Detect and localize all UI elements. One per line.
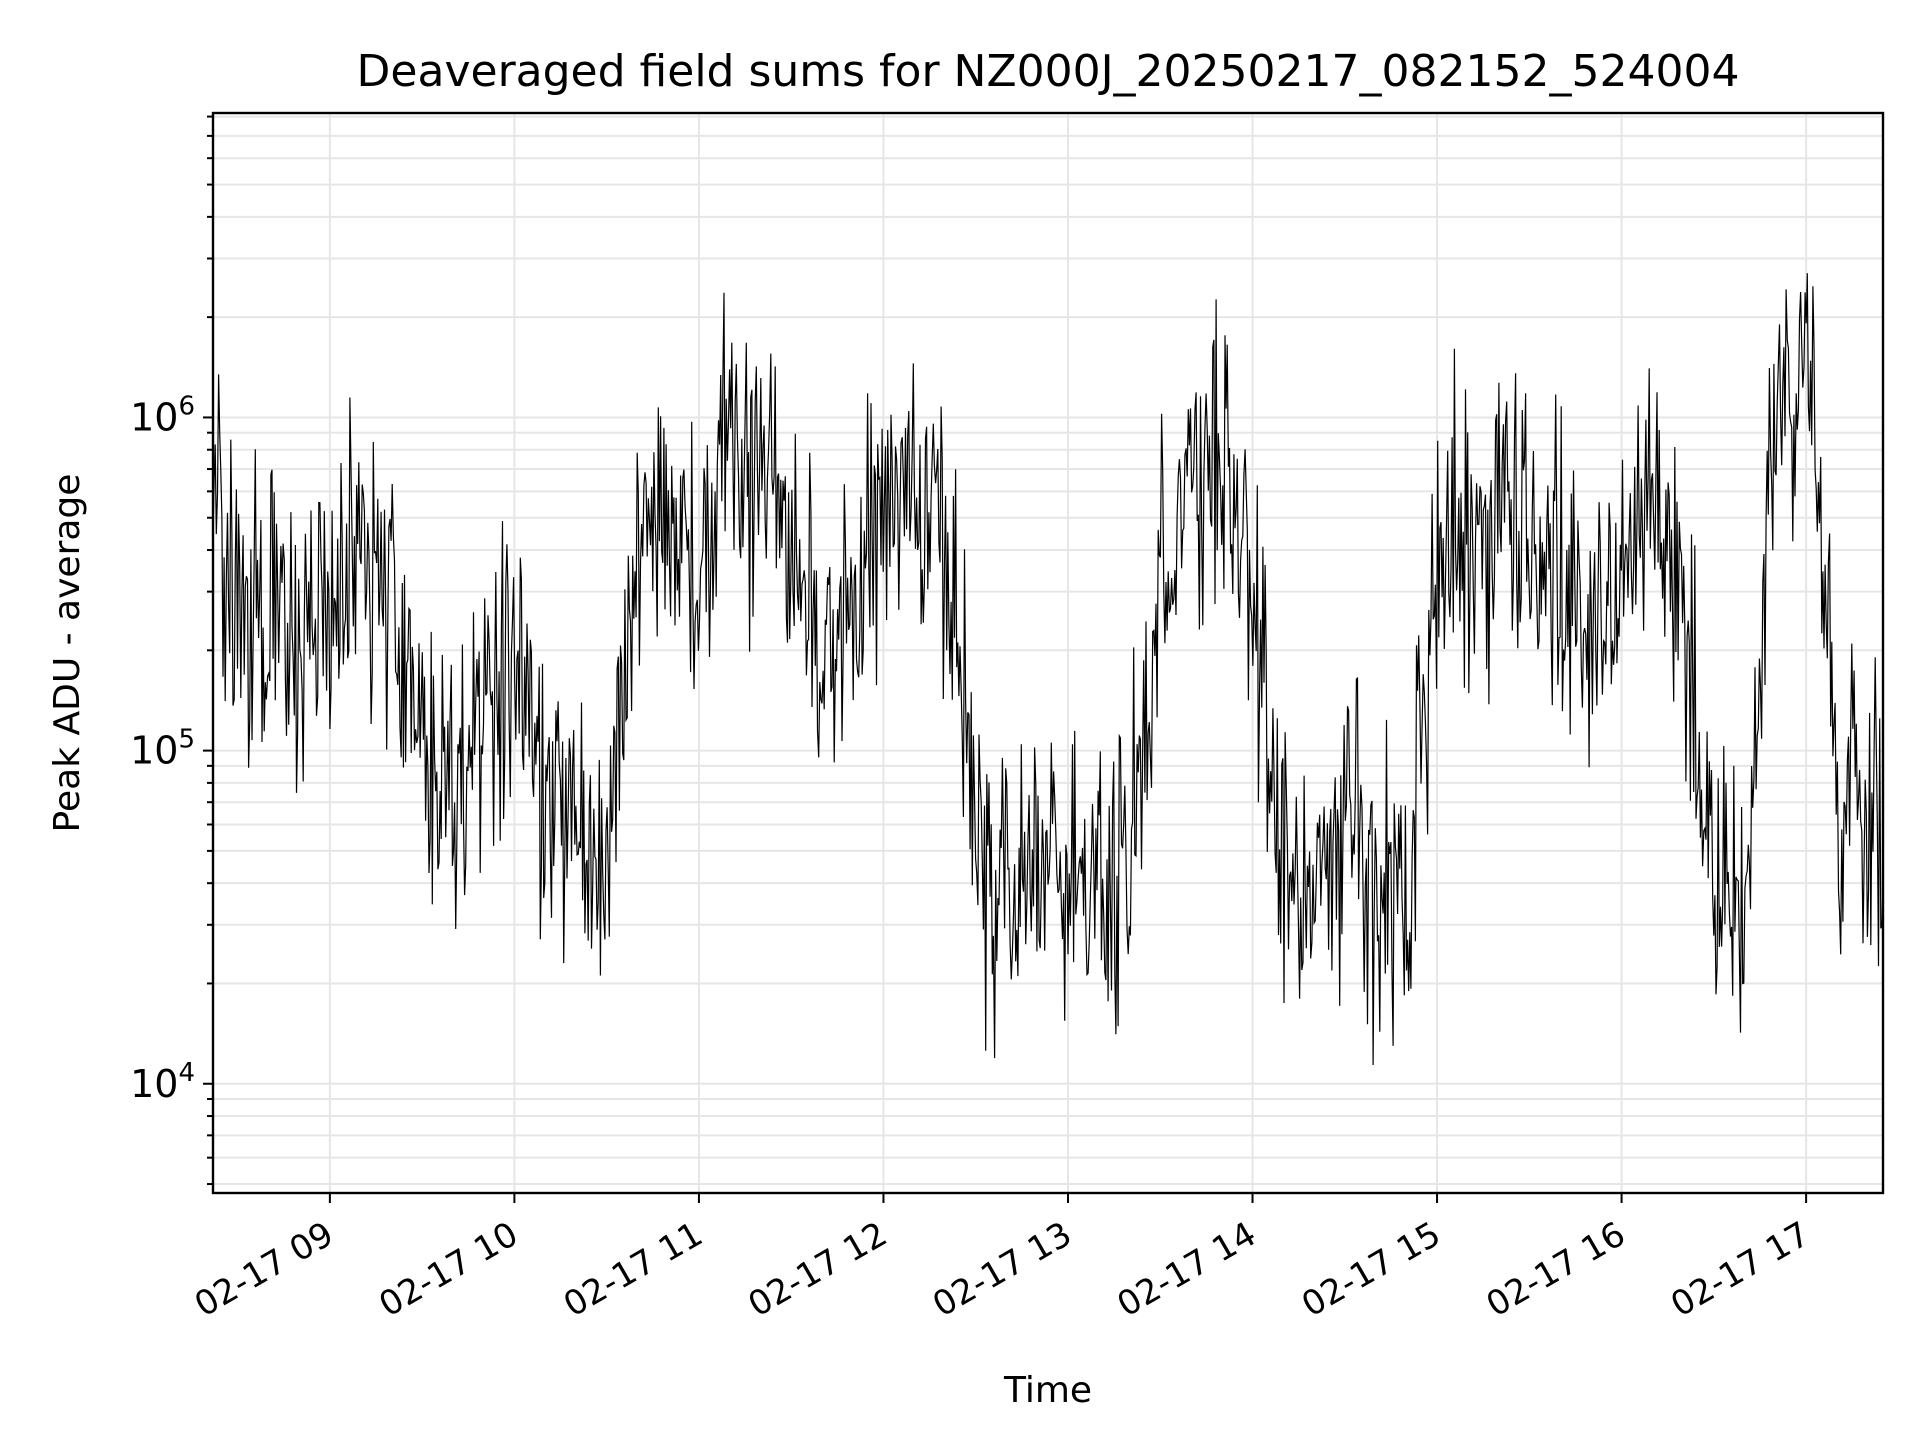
- y-tick-label: 106: [130, 391, 195, 439]
- y-tick-label-exponent: 5: [178, 725, 195, 755]
- series-line: [212, 273, 1884, 1066]
- y-tick-label: 104: [130, 1058, 195, 1106]
- chart-title: Deaveraged field sums for NZ000J_2025021…: [357, 46, 1740, 97]
- grid: [213, 113, 1883, 1193]
- y-tick-label-base: 10: [130, 1062, 178, 1106]
- y-tick-label-exponent: 4: [178, 1058, 195, 1088]
- y-tick-label-exponent: 6: [178, 391, 195, 421]
- series-group: [212, 273, 1884, 1066]
- y-tick-label: 105: [130, 725, 195, 773]
- y-tick-label-base: 10: [130, 395, 178, 439]
- x-axis-title: Time: [1003, 1370, 1092, 1411]
- y-tick-label-base: 10: [130, 729, 178, 773]
- y-axis-title: Peak ADU - average: [47, 474, 88, 833]
- plot-frame: [211, 111, 1885, 1195]
